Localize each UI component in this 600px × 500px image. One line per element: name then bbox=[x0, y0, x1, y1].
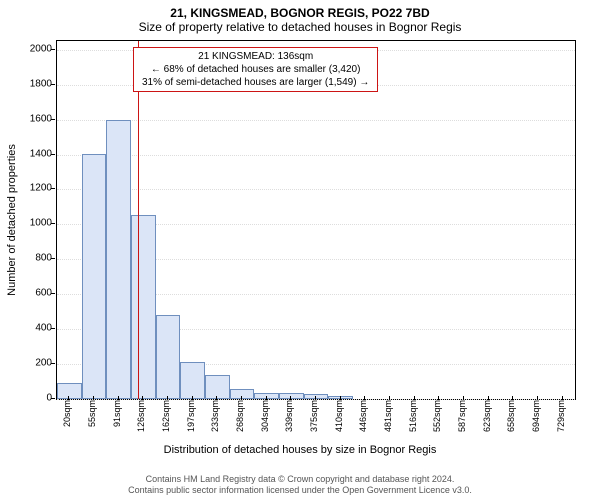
x-tick-label: 339sqm bbox=[284, 400, 294, 432]
y-tick-label: 1200 bbox=[30, 183, 52, 194]
x-tick-label: 587sqm bbox=[457, 400, 467, 432]
y-tick-label: 400 bbox=[35, 323, 52, 334]
x-tick-mark bbox=[562, 396, 563, 400]
histogram-bar bbox=[82, 154, 107, 399]
y-tick-mark bbox=[51, 258, 55, 259]
chart-title-sub: Size of property relative to detached ho… bbox=[0, 20, 600, 38]
x-tick-label: 552sqm bbox=[432, 400, 442, 432]
x-tick-mark bbox=[414, 396, 415, 400]
histogram-bar bbox=[254, 393, 279, 399]
y-tick-mark bbox=[51, 49, 55, 50]
x-tick-mark bbox=[438, 396, 439, 400]
x-tick-label: 623sqm bbox=[482, 400, 492, 432]
x-tick-label: 516sqm bbox=[408, 400, 418, 432]
x-tick-mark bbox=[142, 396, 143, 400]
y-tick-label: 1400 bbox=[30, 148, 52, 159]
y-tick-mark bbox=[51, 119, 55, 120]
y-tick-mark bbox=[51, 293, 55, 294]
x-tick-mark bbox=[290, 396, 291, 400]
x-tick-mark bbox=[315, 396, 316, 400]
y-tick-label: 200 bbox=[35, 358, 52, 369]
footer-line-2: Contains public sector information licen… bbox=[0, 485, 600, 496]
x-tick-label: 375sqm bbox=[309, 400, 319, 432]
y-tick-mark bbox=[51, 188, 55, 189]
annotation-line-1: 21 KINGSMEAD: 136sqm bbox=[142, 50, 369, 63]
x-tick-mark bbox=[463, 396, 464, 400]
y-tick-mark bbox=[51, 363, 55, 364]
x-tick-label: 20sqm bbox=[62, 400, 72, 427]
x-axis-label: Distribution of detached houses by size … bbox=[0, 444, 600, 456]
histogram-bar bbox=[205, 375, 230, 399]
x-tick-mark bbox=[340, 396, 341, 400]
x-tick-mark bbox=[216, 396, 217, 400]
x-tick-mark bbox=[241, 396, 242, 400]
y-axis-ticks: 0200400600800100012001400160018002000 bbox=[0, 40, 54, 400]
y-tick-label: 1600 bbox=[30, 113, 52, 124]
histogram-bar bbox=[57, 383, 82, 399]
x-tick-label: 233sqm bbox=[210, 400, 220, 432]
histogram-bar bbox=[180, 362, 205, 399]
x-tick-label: 162sqm bbox=[161, 400, 171, 432]
x-tick-label: 729sqm bbox=[556, 400, 566, 432]
x-tick-label: 410sqm bbox=[334, 400, 344, 432]
x-tick-label: 268sqm bbox=[235, 400, 245, 432]
x-tick-label: 304sqm bbox=[260, 400, 270, 432]
x-tick-mark bbox=[488, 396, 489, 400]
x-tick-label: 658sqm bbox=[506, 400, 516, 432]
x-tick-mark bbox=[364, 396, 365, 400]
y-tick-label: 1800 bbox=[30, 78, 52, 89]
footer-line-1: Contains HM Land Registry data © Crown c… bbox=[0, 474, 600, 485]
histogram-bar bbox=[279, 393, 304, 399]
reference-line bbox=[138, 41, 139, 399]
x-tick-mark bbox=[389, 396, 390, 400]
x-tick-label: 126sqm bbox=[136, 400, 146, 432]
x-tick-mark bbox=[537, 396, 538, 400]
x-tick-mark bbox=[68, 396, 69, 400]
histogram-plot-area: 21 KINGSMEAD: 136sqm ← 68% of detached h… bbox=[56, 40, 576, 400]
y-tick-label: 600 bbox=[35, 288, 52, 299]
y-tick-mark bbox=[51, 84, 55, 85]
x-tick-label: 481sqm bbox=[383, 400, 393, 432]
x-tick-label: 446sqm bbox=[358, 400, 368, 432]
x-tick-mark bbox=[167, 396, 168, 400]
grid-line bbox=[57, 120, 575, 121]
x-tick-mark bbox=[93, 396, 94, 400]
x-axis-ticks: 20sqm 55sqm 91sqm 126sqm 162sqm 197sqm 233sqm 2… bbox=[56, 400, 576, 446]
x-tick-mark bbox=[512, 396, 513, 400]
x-tick-label: 694sqm bbox=[531, 400, 541, 432]
x-tick-label: 91sqm bbox=[112, 400, 122, 427]
y-tick-mark bbox=[51, 398, 55, 399]
annotation-box: 21 KINGSMEAD: 136sqm ← 68% of detached h… bbox=[133, 47, 378, 92]
y-tick-label: 1000 bbox=[30, 218, 52, 229]
x-tick-label: 197sqm bbox=[186, 400, 196, 432]
histogram-bar bbox=[156, 315, 181, 399]
annotation-line-3: 31% of semi-detached houses are larger (… bbox=[142, 76, 369, 89]
chart-title-main: 21, KINGSMEAD, BOGNOR REGIS, PO22 7BD bbox=[0, 0, 600, 20]
x-tick-mark bbox=[118, 396, 119, 400]
grid-line bbox=[57, 189, 575, 190]
y-tick-mark bbox=[51, 223, 55, 224]
x-tick-mark bbox=[266, 396, 267, 400]
x-tick-label: 55sqm bbox=[87, 400, 97, 427]
y-tick-mark bbox=[51, 328, 55, 329]
y-tick-label: 2000 bbox=[30, 43, 52, 54]
x-tick-mark bbox=[192, 396, 193, 400]
annotation-line-2: ← 68% of detached houses are smaller (3,… bbox=[142, 63, 369, 76]
y-tick-label: 800 bbox=[35, 253, 52, 264]
histogram-bar bbox=[106, 120, 131, 399]
grid-line bbox=[57, 155, 575, 156]
footer-attribution: Contains HM Land Registry data © Crown c… bbox=[0, 474, 600, 496]
histogram-bar bbox=[131, 215, 156, 399]
histogram-bar bbox=[328, 396, 353, 399]
y-tick-mark bbox=[51, 154, 55, 155]
